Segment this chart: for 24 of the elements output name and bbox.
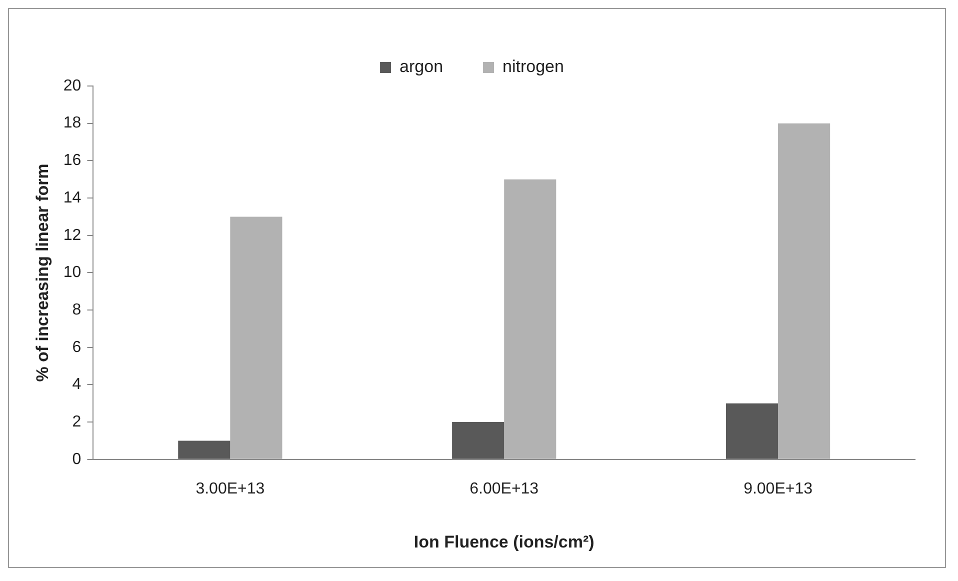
y-tick-label: 4 xyxy=(72,376,82,394)
x-axis-title: Ion Fluence (ions/cm²) xyxy=(414,532,594,552)
y-tick-label: 0 xyxy=(72,450,82,468)
bar xyxy=(778,123,830,459)
y-tick-label: 12 xyxy=(63,226,82,244)
legend-label: nitrogen xyxy=(502,57,564,76)
bar xyxy=(178,440,230,459)
y-tick-label: 20 xyxy=(63,77,82,94)
y-tick-label: 8 xyxy=(72,301,82,318)
bar xyxy=(452,422,504,459)
legend-label: argon xyxy=(400,57,444,76)
y-tick-label: 6 xyxy=(72,338,82,356)
y-axis-title: % of increasing linear form xyxy=(32,164,52,382)
bar xyxy=(230,216,282,459)
x-tick-label: 3.00E+13 xyxy=(196,480,265,498)
y-tick-label: 18 xyxy=(63,114,82,132)
x-tick-label: 6.00E+13 xyxy=(470,480,539,498)
y-tick-label: 14 xyxy=(63,189,82,206)
y-tick-label: 2 xyxy=(72,413,82,430)
y-tick-label: 10 xyxy=(63,264,82,282)
bar xyxy=(726,403,778,459)
y-tick-label: 16 xyxy=(63,152,82,170)
bar xyxy=(504,179,556,459)
x-tick-label: 9.00E+13 xyxy=(744,480,813,498)
